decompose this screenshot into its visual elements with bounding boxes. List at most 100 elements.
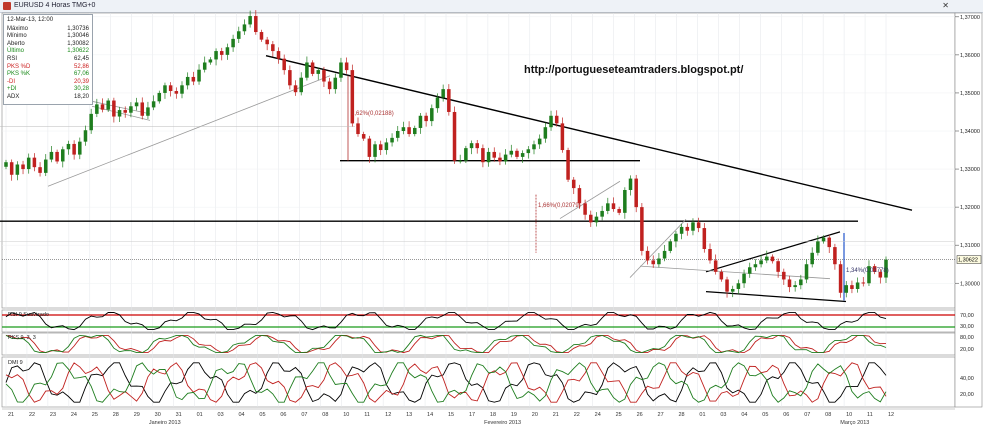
info-value: 1,30046 <box>67 33 89 40</box>
candle-body <box>753 264 758 268</box>
candle-body <box>254 16 258 33</box>
candle-body <box>515 150 519 157</box>
candle-body <box>140 102 145 116</box>
candle-body <box>503 154 508 162</box>
wedge-lower <box>705 291 847 303</box>
candle-body <box>872 266 877 272</box>
candle-body <box>401 127 406 131</box>
x-tick-label: 26 <box>637 412 643 418</box>
candle-body <box>645 250 650 261</box>
candle-body <box>384 142 389 151</box>
candle-body <box>759 260 763 265</box>
close-icon[interactable]: ✕ <box>942 1 949 10</box>
candle-body <box>486 151 491 163</box>
info-panel: 12-Mar-13, 12:00 Máximo 1,30736 Mínimo 1,30… <box>3 14 93 105</box>
candle-body <box>776 261 780 272</box>
x-tick-label: 11 <box>364 412 370 418</box>
info-label: ADX <box>7 93 20 100</box>
candle-body <box>21 164 25 170</box>
pennant-a <box>559 180 621 219</box>
candle-body <box>322 70 326 82</box>
candle-body <box>395 131 400 138</box>
candle-body <box>850 285 854 289</box>
x-tick-label: 14 <box>427 412 433 418</box>
candle-body <box>134 102 139 107</box>
candle-body <box>623 190 627 213</box>
candle-body <box>537 138 542 145</box>
stoch-k-line <box>5 334 887 354</box>
channel-a <box>629 219 687 278</box>
x-tick-label: 22 <box>29 412 35 418</box>
y-tick-label: 1,31000 <box>960 243 980 249</box>
info-row: RSI 62,45 <box>7 56 89 64</box>
x-tick-label: 06 <box>783 412 789 418</box>
candle-body <box>498 157 502 162</box>
candle-body <box>469 143 474 149</box>
month-label: Fevereiro 2013 <box>484 420 521 425</box>
info-label: PKS %K <box>7 71 31 78</box>
watermark-url: http://portugueseteamtraders.blogspot.pt… <box>524 64 744 76</box>
candle-body <box>333 77 338 90</box>
x-tick-label: 20 <box>532 412 538 418</box>
candle-body <box>123 110 127 113</box>
candle-body <box>821 237 826 242</box>
candle-body <box>43 159 48 173</box>
annotation-drop1: 1,62%(0,02188) <box>351 111 394 117</box>
candle-body <box>566 150 570 180</box>
candle-body <box>197 69 201 82</box>
info-value: 18,20 <box>73 93 89 100</box>
info-value: 1,30082 <box>67 40 89 47</box>
candle-body <box>560 123 565 151</box>
rsi-label: RSI 9 Suavizado <box>8 312 49 318</box>
info-value: 1,30622 <box>67 48 89 55</box>
candle-body <box>447 89 451 112</box>
x-tick-label: 05 <box>259 412 265 418</box>
candle-body <box>799 279 803 286</box>
candle-body <box>583 203 587 215</box>
channel-b <box>639 265 831 280</box>
x-tick-label: 04 <box>238 412 244 418</box>
candle-body <box>577 188 582 204</box>
last-price-label: 1,30622 <box>958 258 978 264</box>
candle-body <box>180 85 184 94</box>
x-tick-label: 11 <box>867 412 873 418</box>
info-row: Aberto 1,30082 <box>7 41 89 49</box>
x-tick-label: 24 <box>71 412 77 418</box>
candle-body <box>151 101 156 108</box>
candle-body <box>594 216 599 223</box>
info-value: 52,86 <box>73 63 89 70</box>
y-tick-label: 1,37000 <box>960 15 980 21</box>
candle-body <box>282 58 286 71</box>
candle-body <box>696 222 701 229</box>
x-tick-label: 22 <box>574 412 580 418</box>
candle-body <box>816 241 820 253</box>
x-tick-label: 07 <box>804 412 810 418</box>
candle-body <box>9 162 14 175</box>
info-label: +DI <box>7 86 17 93</box>
candle-body <box>174 91 179 94</box>
y-tick-label: 1,30000 <box>960 281 980 287</box>
candle-body <box>747 267 752 274</box>
candle-body <box>736 283 741 289</box>
candle-body <box>225 47 230 55</box>
candle-body <box>95 104 99 114</box>
candle-body <box>827 237 831 248</box>
candle-body <box>112 100 116 117</box>
candle-body <box>617 209 621 213</box>
x-tick-label: 23 <box>50 412 56 418</box>
y-tick-label: 1,36000 <box>960 53 980 59</box>
candle-body <box>861 282 866 284</box>
info-label: PKS %D <box>7 63 31 70</box>
candle-body <box>804 264 809 280</box>
x-tick-label: 25 <box>616 412 622 418</box>
y-tick-label: 1,34000 <box>960 129 980 135</box>
rising-trendline <box>47 75 331 187</box>
info-label: -DI <box>7 78 15 85</box>
candle-body <box>89 113 93 131</box>
window-titlebar: EURUSD 4 Horas TMG+0 ✕ <box>0 0 983 13</box>
info-row: Mínimo 1,30046 <box>7 33 89 41</box>
candle-body <box>549 115 553 128</box>
x-tick-label: 25 <box>92 412 98 418</box>
x-tick-label: 01 <box>197 412 203 418</box>
